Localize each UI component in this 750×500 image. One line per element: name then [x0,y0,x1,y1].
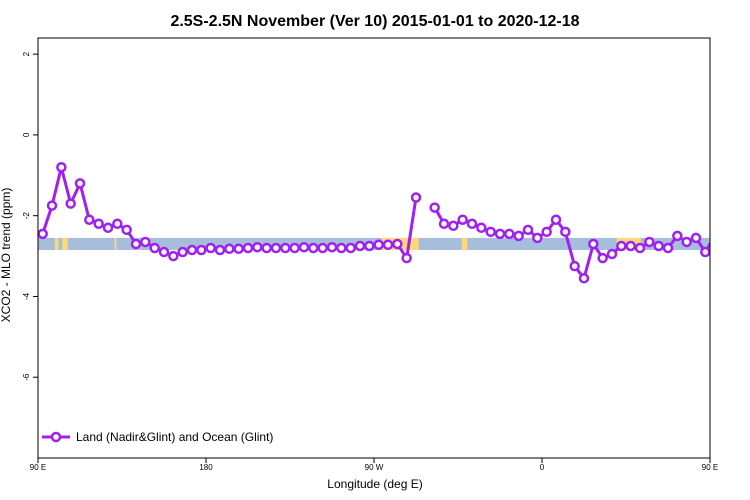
data-point [457,214,468,225]
data-point [121,224,132,236]
data-point [662,242,674,254]
data-point [56,161,67,173]
data-point [354,240,366,252]
data-point [326,241,338,253]
band-land-segment [712,238,718,250]
data-point [336,242,347,254]
data-point [653,240,664,252]
data-point [168,250,179,262]
data-point [569,260,580,272]
x-tick-label: 90 E [702,463,718,472]
data-point [224,243,235,255]
data-point [233,243,244,255]
data-point [65,198,76,209]
data-point [720,202,728,210]
band-land-segment [54,237,59,251]
series-layer [38,161,747,284]
y-tick-label: -2 [22,212,31,220]
data-point [438,218,450,230]
x-tick-label: 0 [540,463,545,472]
data-point [373,239,384,251]
data-point [177,246,188,258]
data-point [261,242,272,254]
data-point [644,236,655,248]
y-tick-label: -4 [22,292,31,300]
data-point [681,236,692,248]
y-tick-label: -6 [22,373,31,381]
data-point [616,240,627,252]
band-land-segment [461,237,468,251]
chart-title: 2.5S-2.5N November (Ver 10) 2015-01-01 t… [170,13,579,30]
legend: Land (Nadir&Glint) and Ocean (Glint) [42,430,273,444]
band-land-segment [114,237,117,251]
axes: 90 E 180 90 W 0 90 E 2 0 -2 -4 -6 [22,51,718,472]
data-point [672,230,683,242]
data-point [364,240,375,252]
data-point [140,236,151,248]
data-point [494,228,506,240]
data-point [578,273,590,284]
data-point [382,239,394,251]
data-point [606,248,618,260]
legend-label: Land (Nadir&Glint) and Ocean (Glint) [76,430,273,444]
data-point [38,228,48,240]
data-point [625,240,636,252]
data-point [739,202,747,210]
data-point [84,214,95,225]
data-point [317,242,328,254]
data-point [158,246,170,258]
data-point [242,242,254,254]
data-point [513,230,524,242]
data-point [280,242,291,254]
data-point [709,233,710,239]
data-point [196,244,207,256]
data-point [186,244,198,256]
data-point [46,200,58,211]
y-axis-label: XCO2 - MLO trend (ppm) [0,188,13,323]
data-point [560,226,571,238]
data-point [112,218,123,230]
data-point [308,242,319,254]
data-point [252,241,263,253]
data-point [345,242,356,254]
data-point [298,241,310,253]
x-tick-label: 90 E [30,463,46,472]
data-point [214,244,226,256]
data-point [93,218,104,230]
data-point [700,246,710,258]
data-point [130,238,142,250]
data-point [634,242,646,254]
data-point [270,242,282,254]
data-point [588,238,599,250]
data-point [690,232,702,244]
data-point [289,242,300,254]
data-point [541,226,552,238]
data-point [522,224,534,236]
data-point [205,242,216,254]
data-point [74,178,86,189]
legend-marker-swatch [50,431,62,443]
data-point [149,242,160,254]
y-tick-label: 2 [22,51,31,56]
data-point [476,222,487,234]
band-land-segment [62,237,68,251]
data-point [392,238,403,250]
data-point [485,226,496,238]
data-point [550,214,562,225]
data-point [466,218,478,230]
x-tick-label: 180 [199,463,213,472]
x-axis-label: Longitude (deg E) [327,477,422,491]
data-point [597,252,608,264]
data-point [532,232,543,244]
data-point [729,163,737,171]
data-point [401,252,412,264]
y-tick-label: 0 [22,132,31,137]
data-point [410,192,422,203]
data-point [504,228,515,240]
x-tick-label: 90 W [365,463,384,472]
data-point [102,222,114,234]
data-point [448,220,459,232]
data-point [429,202,440,213]
